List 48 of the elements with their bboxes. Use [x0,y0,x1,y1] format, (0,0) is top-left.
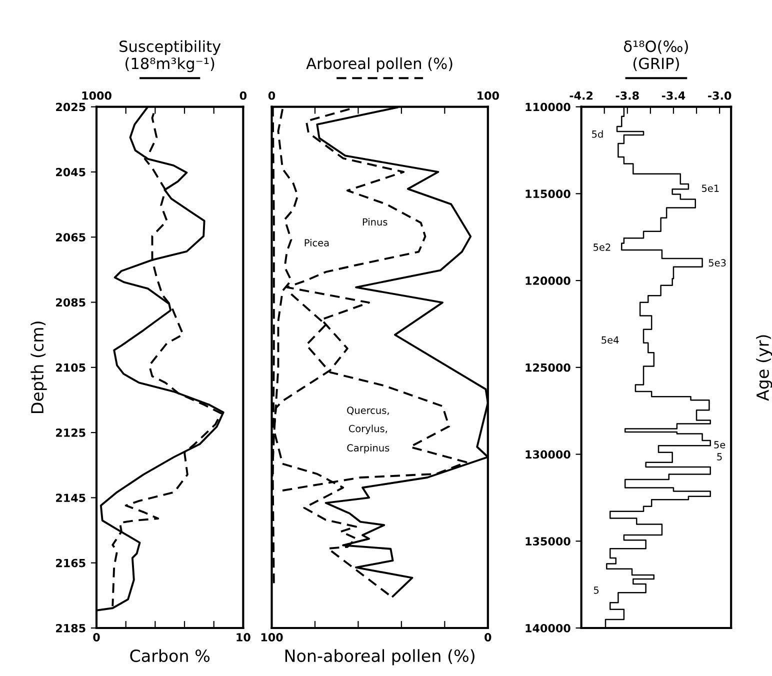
y-tick-label: 2145 [56,494,86,502]
x2-tick-label: -3.0 [708,91,732,100]
x-axis-title: Carbon % [130,649,210,662]
x2-tick-label: -3.4 [662,91,686,100]
y-tick-label: 115000 [526,190,570,198]
y-tick-label: 2085 [56,298,86,307]
annotation: Picea [304,238,329,246]
x2-tick-label: -3.8 [616,91,639,100]
annotation: 5e4 [602,336,619,344]
text: 5e [714,441,726,448]
x-tick-label: 0 [484,633,492,642]
text: 5 [594,586,599,594]
y-tick-label: 125000 [526,363,570,372]
x-axis-title: Non-aboreal pollen (%) [285,649,474,666]
y-tick-label: 130000 [526,450,570,459]
x-tick-label: 100 [261,633,283,642]
annotation: Pinus [362,218,388,226]
x2-tick-label: 100 [478,91,499,100]
annotation: Corylus, [348,424,387,434]
y-tick-label: 2105 [56,363,86,372]
y-tick-label: 140000 [526,624,570,632]
y-axis-title: Depth (cm) [30,322,47,414]
y2-axis-title: Age (yr) [756,335,772,401]
annotation: Quercus, [347,406,389,416]
x-tick-label: 10 [236,633,250,642]
annotation: Carpinus [347,444,390,454]
annotation: 5e3 [708,259,726,267]
y-tick-label: 2045 [56,168,86,176]
y-tick-label: 2165 [56,558,86,568]
y-tick-label: 2065 [56,233,86,242]
y-tick-label: 110000 [526,102,570,112]
x2-tick-label: 0 [240,91,247,100]
x2-axis-title: Susceptibility (18⁸m³kg⁻¹) [120,40,221,72]
text: 5d [592,130,603,138]
y-tick-label: 135000 [526,537,570,546]
y-tick-label: 2025 [56,102,86,112]
text: 5 [717,453,722,460]
y-tick-label: 120000 [526,276,570,285]
y-tick-label: 2185 [56,624,86,632]
x2-axis-title: δ¹⁸O(‰) (GRIP) [624,40,688,71]
x-tick-label: 0 [93,633,100,642]
x2-tick-label: 0 [268,91,276,100]
annotation: 5e1 [702,184,719,192]
x2-tick-label: 1000 [82,91,112,100]
x2-axis-title: Arboreal pollen (%) [306,57,452,72]
x2-tick-label: -4.2 [570,91,592,100]
y-tick-label: 2125 [56,428,86,437]
annotation: 5e2 [594,244,610,251]
